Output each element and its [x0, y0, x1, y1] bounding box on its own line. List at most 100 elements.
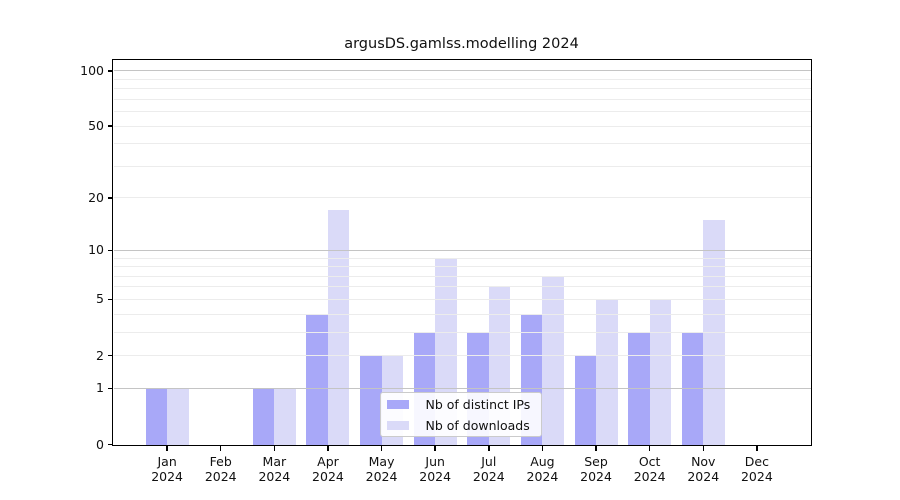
x-tick-month: Dec [744, 453, 769, 469]
x-tick-label-may: May 2024 [350, 454, 414, 485]
x-tick-label-jan: Jan 2024 [135, 454, 199, 485]
bar-distinct-ips-sep [574, 355, 597, 445]
gridline-minor-2 [113, 355, 811, 357]
y-tick-mark-0 [107, 443, 112, 446]
bar-downloads-apr [327, 210, 350, 445]
legend-label-downloads: Nb of downloads [425, 417, 530, 433]
x-tick-mark-apr [327, 446, 329, 451]
x-tick-mark-sep [595, 446, 597, 451]
x-tick-label-jul: Jul 2024 [457, 454, 521, 485]
x-tick-year: 2024 [151, 469, 184, 484]
gridline-minor-6 [113, 286, 811, 288]
x-tick-month: Jul [481, 453, 497, 469]
bar-downloads-oct [649, 299, 672, 445]
gridline-major-1 [113, 387, 811, 389]
gridline-minor-8 [113, 266, 811, 268]
plot-area: Nb of distinct IPs Nb of downloads [113, 61, 811, 445]
x-tick-label-dec: Dec 2024 [725, 454, 789, 485]
chart-title: argusDS.gamlss.modelling 2024 [344, 36, 579, 52]
x-tick-mark-nov [702, 446, 705, 451]
y-tick-label-0: 0 [96, 436, 104, 452]
x-tick-year: 2024 [204, 469, 237, 484]
x-tick-mark-dec [756, 446, 758, 451]
legend-item-downloads: Nb of downloads [381, 416, 541, 435]
y-tick-label-20: 20 [88, 189, 104, 205]
gridline-major-10 [113, 249, 811, 251]
x-tick-mark-mar [273, 446, 276, 451]
y-tick-mark-100 [107, 70, 112, 72]
bar-downloads-aug [542, 276, 564, 445]
x-tick-label-oct: Oct 2024 [618, 454, 682, 485]
x-tick-month: Mar [262, 453, 287, 469]
y-tick-mark-50 [107, 125, 112, 127]
y-tick-mark-5 [107, 298, 112, 301]
bar-downloads-jan [167, 388, 189, 445]
gridline-minor-4 [113, 313, 811, 315]
x-tick-year: 2024 [740, 469, 773, 484]
x-tick-mark-feb [219, 446, 222, 451]
x-tick-year: 2024 [312, 469, 344, 484]
x-tick-year: 2024 [526, 469, 559, 484]
x-tick-mark-jul [488, 446, 490, 451]
y-tick-mark-10 [107, 249, 112, 252]
x-tick-year: 2024 [687, 469, 720, 484]
x-tick-month: Nov [691, 453, 716, 469]
x-tick-label-feb: Feb 2024 [189, 454, 253, 485]
x-tick-mark-oct [648, 446, 651, 451]
legend-swatch-downloads-icon [386, 420, 409, 430]
x-tick-mark-jun [434, 446, 436, 451]
grid-layer [113, 61, 811, 445]
x-tick-label-jun: Jun 2024 [403, 454, 467, 485]
y-tick-label-5: 5 [96, 291, 104, 307]
gridline-major-100 [113, 70, 811, 72]
x-tick-year: 2024 [580, 469, 612, 484]
gridline-minor-3 [113, 331, 811, 333]
gridline-minor-7 [113, 275, 811, 277]
x-tick-month: Sep [584, 453, 608, 469]
y-tick-label-50: 50 [88, 118, 104, 134]
bar-distinct-ips-apr [306, 314, 328, 445]
bar-distinct-ips-may [360, 355, 382, 445]
x-tick-month: Feb [209, 453, 232, 469]
x-tick-month: Apr [317, 453, 339, 469]
gridline-minor-70 [113, 98, 811, 100]
legend-label-distinct-ips: Nb of distinct IPs [425, 396, 531, 412]
x-tick-year: 2024 [633, 469, 666, 484]
x-tick-month: Jan [157, 453, 177, 469]
x-tick-month: Oct [638, 453, 661, 469]
x-tick-label-aug: Aug 2024 [510, 454, 574, 485]
gridline-minor-80 [113, 88, 811, 90]
bar-downloads-sep [596, 299, 618, 445]
gridline-minor-40 [113, 143, 811, 145]
bar-distinct-ips-jan [145, 388, 168, 445]
x-tick-label-nov: Nov 2024 [671, 454, 735, 485]
gridline-minor-90 [113, 78, 811, 80]
gridline-minor-9 [113, 257, 811, 259]
x-tick-mark-may [380, 446, 383, 451]
x-tick-year: 2024 [472, 469, 505, 484]
x-tick-month: Aug [530, 453, 555, 469]
x-tick-mark-aug [541, 446, 544, 451]
legend-swatch-distinct-ips-icon [386, 399, 409, 409]
x-tick-mark-jan [166, 446, 168, 451]
y-tick-label-100: 100 [80, 62, 104, 78]
gridline-minor-30 [113, 165, 811, 167]
bar-downloads-mar [274, 388, 296, 445]
legend-item-distinct-ips: Nb of distinct IPs [381, 395, 541, 414]
y-tick-mark-1 [107, 387, 112, 390]
gridline-minor-5 [113, 298, 811, 300]
bar-distinct-ips-mar [252, 388, 275, 445]
x-tick-year: 2024 [419, 469, 452, 484]
y-tick-mark-2 [107, 354, 112, 357]
x-tick-year: 2024 [365, 469, 398, 484]
x-tick-label-sep: Sep 2024 [564, 454, 628, 485]
y-tick-label-2: 2 [96, 347, 104, 363]
y-tick-label-10: 10 [88, 242, 104, 258]
gridline-minor-60 [113, 111, 811, 113]
x-tick-month: Jun [425, 453, 445, 469]
legend: Nb of distinct IPs Nb of downloads [379, 392, 542, 437]
y-tick-label-1: 1 [96, 380, 104, 396]
gridline-minor-50 [113, 125, 811, 127]
x-tick-year: 2024 [258, 469, 291, 484]
